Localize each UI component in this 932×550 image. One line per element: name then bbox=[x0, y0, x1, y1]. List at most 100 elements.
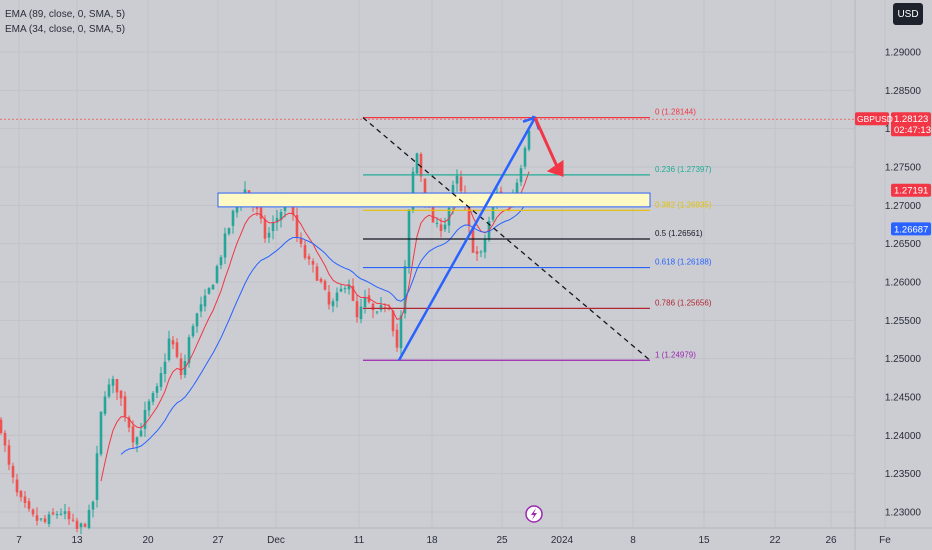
candle-body bbox=[39, 518, 43, 520]
candle-body bbox=[447, 207, 451, 226]
candle-body bbox=[87, 510, 91, 529]
candle-body bbox=[275, 218, 279, 223]
fib-level-label: 0.382 (1.26935) bbox=[655, 200, 712, 209]
candle-body bbox=[107, 384, 111, 397]
candle-body bbox=[79, 523, 83, 528]
candle-body bbox=[67, 511, 71, 520]
fib-level-label: 0.618 (1.26188) bbox=[655, 258, 712, 267]
candle-body bbox=[371, 303, 375, 311]
candle-body bbox=[143, 409, 147, 429]
candle-body bbox=[35, 515, 39, 521]
candle-body bbox=[119, 390, 123, 399]
candle-body bbox=[483, 239, 487, 253]
candle-body bbox=[167, 338, 171, 361]
candle-body bbox=[171, 340, 175, 345]
x-tick-label: 8 bbox=[630, 535, 636, 546]
candle-body bbox=[83, 523, 87, 527]
candle-body bbox=[315, 266, 319, 281]
candle-body bbox=[63, 511, 67, 514]
ema-34-label[interactable]: EMA (34, close, 0, SMA, 5) bbox=[5, 24, 126, 35]
candle-body bbox=[215, 266, 219, 283]
candle-body bbox=[303, 245, 307, 258]
candle-body bbox=[159, 373, 163, 388]
time-axis bbox=[0, 528, 932, 550]
candle-body bbox=[103, 396, 107, 414]
candle-body bbox=[203, 295, 207, 307]
fib-level-label: 1 (1.24979) bbox=[655, 350, 696, 359]
price-tag-value: 1.27191 bbox=[894, 186, 928, 197]
candle-body bbox=[259, 207, 263, 219]
candle-body bbox=[111, 378, 115, 386]
candle-body bbox=[327, 291, 331, 305]
candle-body bbox=[435, 222, 439, 224]
fib-level-label: 0.236 (1.27397) bbox=[655, 165, 712, 174]
candle-body bbox=[339, 288, 343, 292]
y-tick-label: 1.23000 bbox=[885, 508, 922, 519]
candle-body bbox=[231, 210, 235, 226]
candle-body bbox=[331, 301, 335, 307]
candle-body bbox=[459, 176, 463, 192]
candle-body bbox=[335, 292, 339, 301]
candle-body bbox=[151, 393, 155, 402]
candle-body bbox=[347, 284, 351, 290]
x-tick-label: Dec bbox=[267, 535, 285, 546]
candle-body bbox=[71, 519, 75, 521]
candle-body bbox=[131, 426, 135, 443]
candle-body bbox=[31, 509, 35, 515]
candle-body bbox=[351, 285, 355, 301]
candle-body bbox=[179, 358, 183, 375]
plot-background bbox=[0, 0, 855, 528]
y-tick-label: 1.24500 bbox=[885, 393, 922, 404]
fib-level-label: 0 (1.28144) bbox=[655, 108, 696, 117]
candle-body bbox=[263, 219, 267, 239]
candle-body bbox=[235, 203, 239, 213]
candle-body bbox=[219, 257, 223, 266]
candle-body bbox=[479, 251, 483, 253]
up-arrow-line bbox=[397, 117, 537, 361]
candle-body bbox=[359, 306, 363, 320]
price-tag bbox=[891, 112, 931, 137]
x-tick-label: 2024 bbox=[551, 535, 574, 546]
candle-body bbox=[51, 512, 55, 515]
y-tick-label: 1.25500 bbox=[885, 316, 922, 327]
candle-body bbox=[127, 417, 131, 428]
candle-body bbox=[227, 228, 231, 234]
candle-body bbox=[455, 175, 459, 184]
candle-body bbox=[299, 238, 303, 244]
ema-89-label[interactable]: EMA (89, close, 0, SMA, 5) bbox=[5, 9, 126, 20]
down-arrow-head bbox=[546, 159, 564, 177]
candle-body bbox=[343, 288, 347, 290]
candle-body bbox=[471, 227, 475, 253]
candle-body bbox=[475, 251, 479, 254]
x-tick-label: Fe bbox=[879, 535, 891, 546]
candle-body bbox=[7, 445, 11, 465]
candle-body bbox=[491, 204, 495, 220]
candle-body bbox=[223, 233, 227, 258]
y-tick-label: 1.26000 bbox=[885, 278, 922, 289]
fib-level-label: 0.5 (1.26561) bbox=[655, 229, 703, 238]
candle-body bbox=[419, 153, 423, 177]
price-axis bbox=[855, 0, 932, 550]
x-tick-label: 22 bbox=[769, 535, 781, 546]
candle-body bbox=[431, 203, 435, 223]
candle-body bbox=[147, 401, 151, 411]
candle-body bbox=[115, 378, 119, 393]
candle-body bbox=[43, 518, 47, 522]
candle-body bbox=[527, 130, 531, 150]
candle-body bbox=[207, 287, 211, 294]
candle-body bbox=[15, 479, 19, 493]
candle-body bbox=[399, 315, 403, 349]
candle-body bbox=[91, 501, 95, 510]
candle-body bbox=[311, 261, 315, 265]
x-tick-label: 25 bbox=[496, 535, 508, 546]
price-tag-value: 1.28123 bbox=[894, 114, 928, 125]
currency-button[interactable]: USD bbox=[893, 3, 923, 25]
candle-body bbox=[279, 211, 283, 221]
candle-body bbox=[211, 284, 215, 290]
y-tick-label: 1.27500 bbox=[885, 163, 922, 174]
x-tick-label: 7 bbox=[16, 535, 22, 546]
y-tick-label: 1.28500 bbox=[885, 86, 922, 97]
y-tick-label: 1.23500 bbox=[885, 469, 922, 480]
